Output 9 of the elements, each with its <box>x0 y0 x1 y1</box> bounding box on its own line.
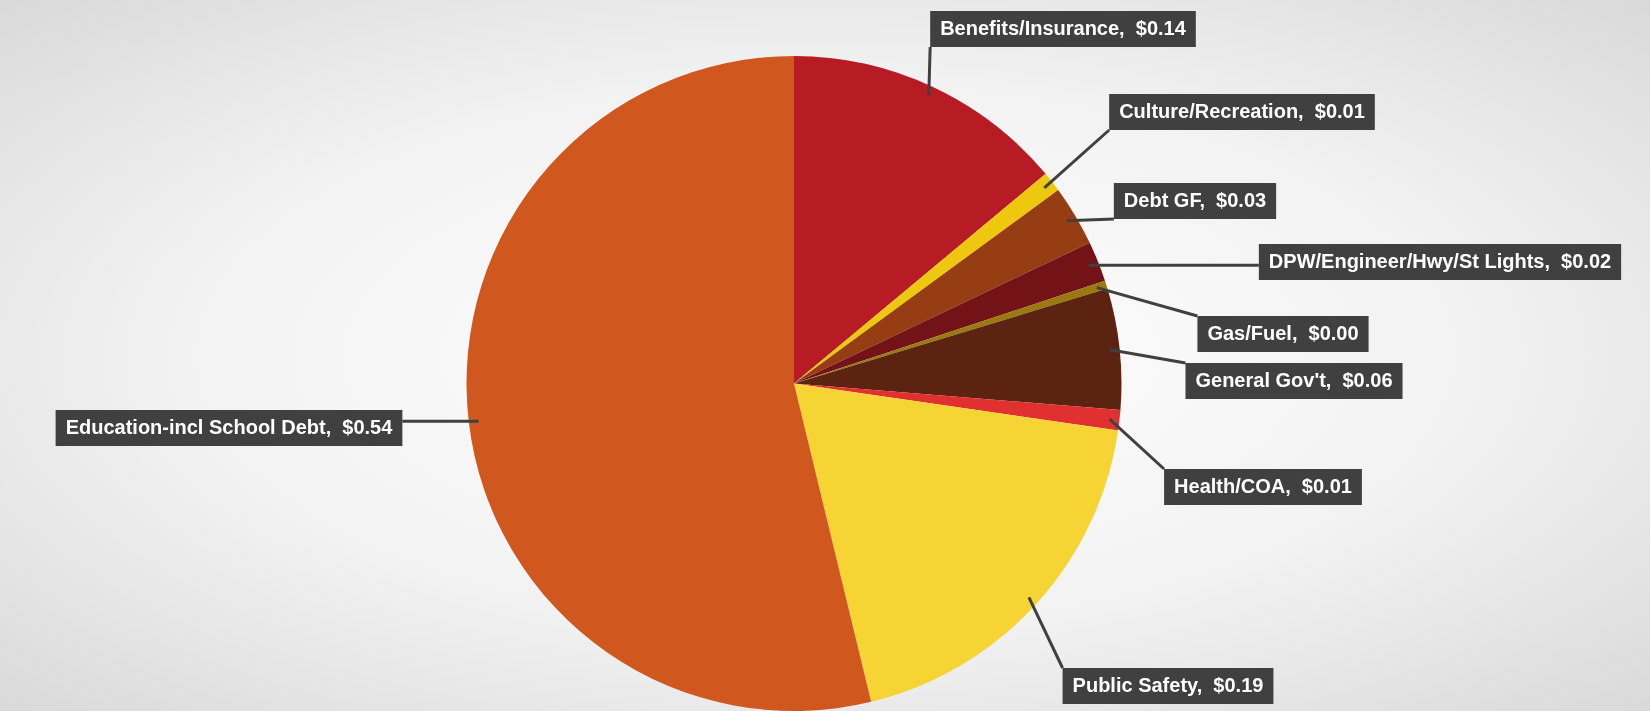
slice-label: Gas/Fuel, $0.00 <box>1207 321 1359 344</box>
slice-label: Education-incl School Debt, $0.54 <box>65 415 394 438</box>
slice-label: Culture/Recreation, $0.01 <box>1119 99 1365 122</box>
slice-label: Debt GF, $0.03 <box>1123 188 1267 211</box>
slice-label: Benefits/Insurance, $0.14 <box>940 16 1187 39</box>
slice-label: Health/COA, $0.01 <box>1174 474 1352 497</box>
slice-label: DPW/Engineer/Hwy/St Lights, $0.02 <box>1268 249 1612 272</box>
slice-label: General Gov't, $0.06 <box>1195 368 1393 391</box>
slice-label: Public Safety, $0.19 <box>1072 673 1264 696</box>
